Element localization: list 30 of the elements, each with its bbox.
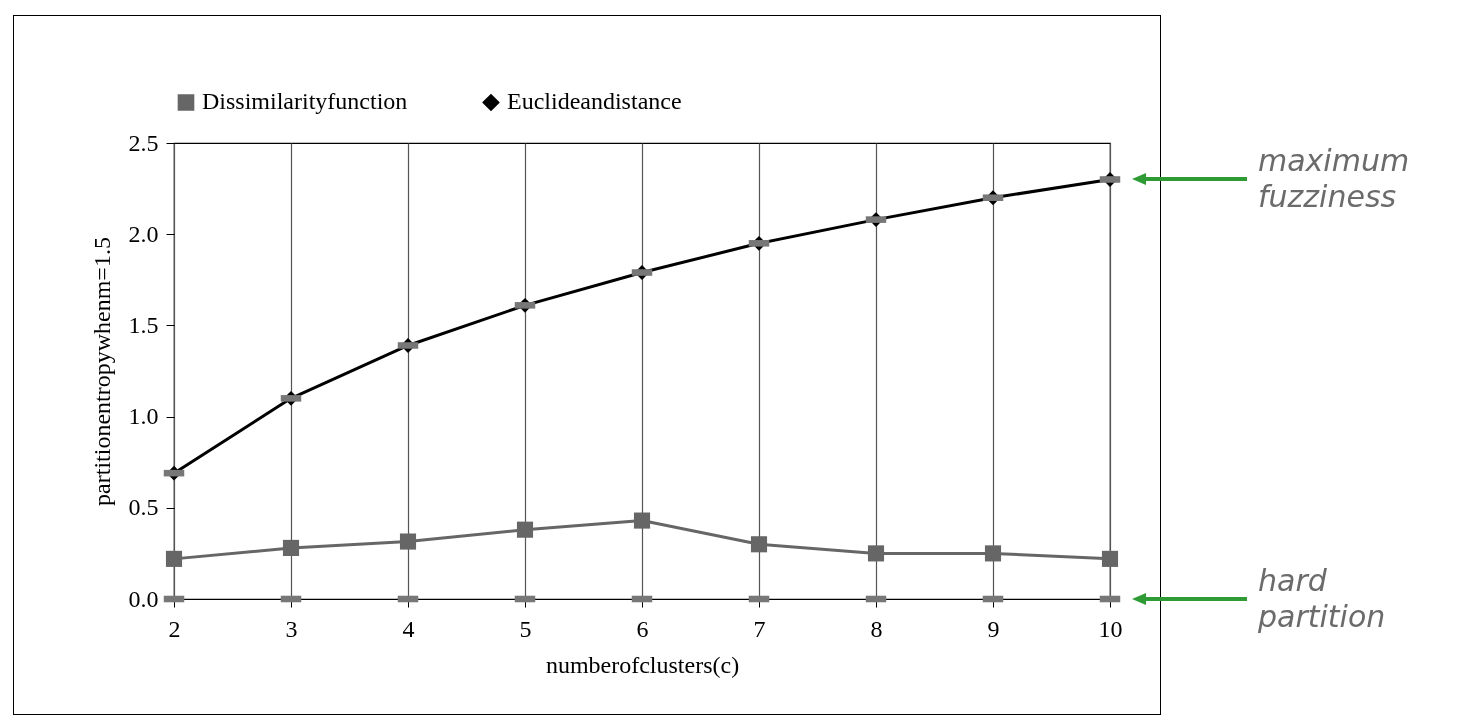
y-tick-label: 1.0: [128, 403, 159, 430]
point: [282, 539, 300, 556]
x-tick-label: 3: [285, 615, 298, 642]
y-tick-label: 0.5: [128, 494, 159, 521]
point: [867, 545, 885, 562]
x-tick-label: 4: [402, 615, 415, 642]
x-tick-label: 7: [753, 615, 766, 642]
legend-label: Dissimilarityfunction: [202, 88, 408, 115]
legend-label: Euclideandistance: [507, 88, 682, 115]
x-tick-label: 8: [870, 615, 883, 642]
x-tick-label: 10: [1098, 615, 1123, 642]
x-tick-label: 5: [519, 615, 532, 642]
y-tick-label: 2.0: [128, 220, 159, 247]
x-tick-label: 2: [168, 615, 181, 642]
x-tick-label: 6: [636, 615, 649, 642]
point: [1101, 550, 1119, 567]
text: hard partition: [1258, 563, 1387, 635]
y-tick-label: 0.0: [128, 585, 159, 612]
y-tick-label: 1.5: [128, 311, 159, 338]
x-axis-title: numberofclusters(c): [545, 651, 740, 678]
y-tick-label: 2.5: [128, 129, 159, 156]
point: [633, 512, 651, 529]
point: [750, 536, 768, 553]
point: [399, 533, 417, 550]
y-axis-title: partitionentropywhenm=1.5: [88, 237, 115, 506]
point: [984, 545, 1002, 562]
point: [516, 521, 534, 538]
text: maximum fuzziness: [1258, 143, 1411, 216]
x-tick-label: 9: [987, 615, 1000, 642]
point: [165, 550, 183, 567]
